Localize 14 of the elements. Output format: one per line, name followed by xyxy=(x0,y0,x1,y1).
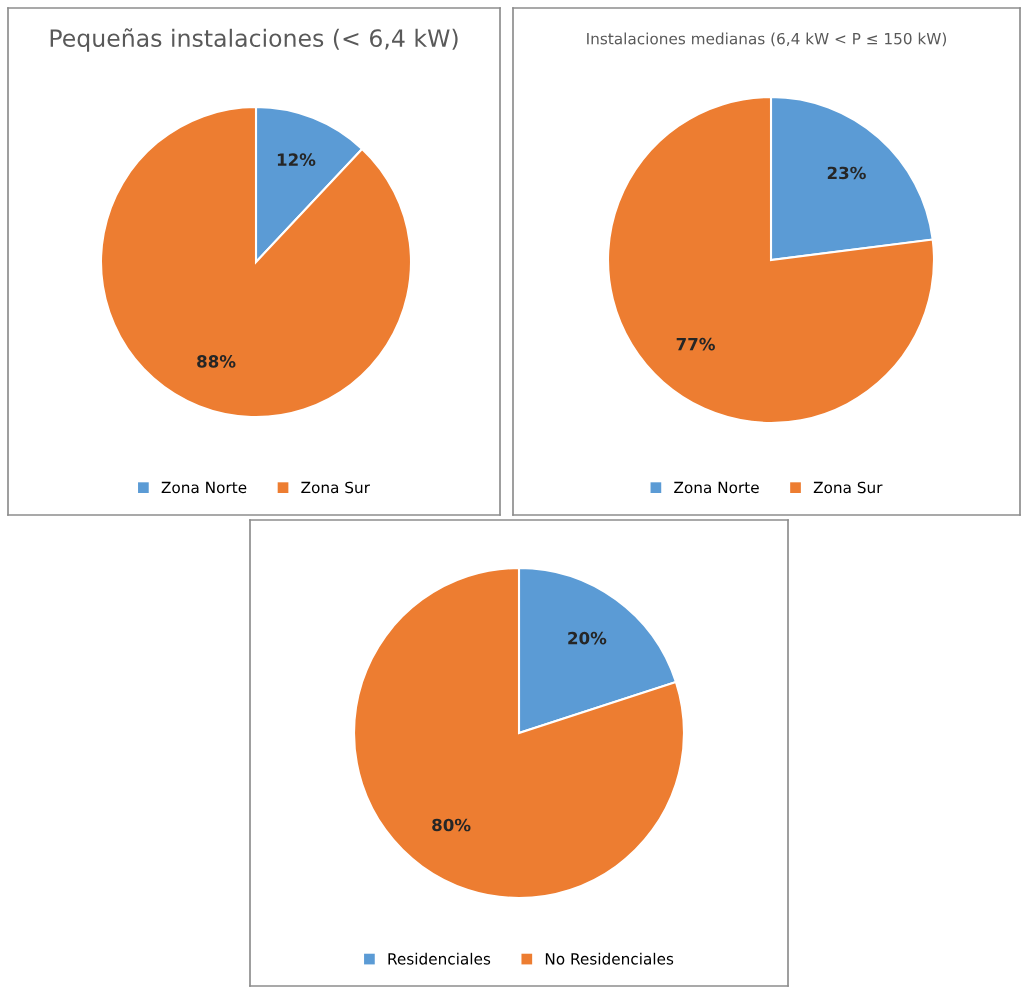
legend-label: No Residenciales xyxy=(545,952,674,965)
data-label: 80% xyxy=(432,818,471,832)
data-label: 20% xyxy=(568,631,607,645)
chart-title: Pequeñas instalaciones (< 6,4 kW) xyxy=(50,28,458,52)
legend-label: Residenciales xyxy=(388,952,491,965)
legend-label: Zona Norte xyxy=(161,481,247,494)
chart-title: Instalaciones medianas (6,4 kW < P ≤ 150 kW) xyxy=(587,32,947,47)
data-label: 12% xyxy=(277,153,316,166)
data-label: 88% xyxy=(197,355,236,368)
legend-label: Zona Norte xyxy=(674,481,759,494)
data-label: 23% xyxy=(827,166,866,180)
legend-label: Zona Sur xyxy=(301,481,370,494)
legend-label: Zona Sur xyxy=(813,481,883,494)
data-label: 77% xyxy=(676,337,715,351)
